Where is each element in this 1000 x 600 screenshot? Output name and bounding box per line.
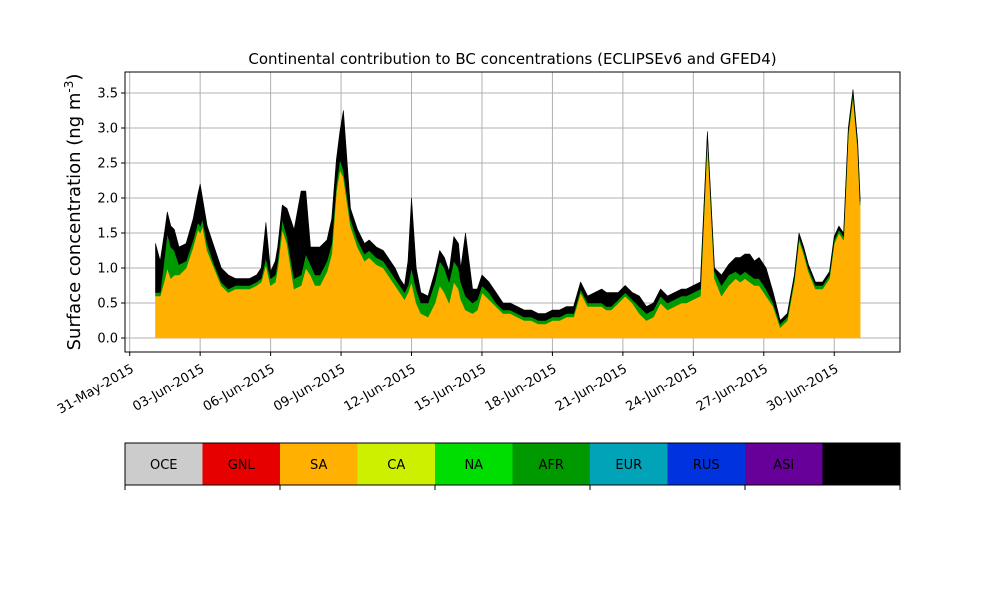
- legend-label: CA: [387, 458, 405, 473]
- legend-swatch-aus: [822, 443, 901, 485]
- y-tick-label: 0.5: [97, 297, 118, 312]
- legend-swatch-eur: [590, 443, 668, 485]
- legend-label: NA: [464, 458, 483, 473]
- y-axis-label: Surface concentration (ng m-3): [62, 74, 85, 351]
- chart-title: Continental contribution to BC concentra…: [248, 50, 776, 68]
- legend-label: GNL: [228, 458, 256, 473]
- legend-swatch-rus: [667, 443, 746, 485]
- legend-label: AFR: [539, 458, 564, 473]
- y-tick-label: 1.0: [97, 262, 118, 277]
- y-axis-label-main: Surface concentration (ng m: [64, 93, 85, 351]
- legend-label: ASI: [773, 458, 794, 473]
- plot-frame: [124, 71, 901, 353]
- legend-label: AUS: [848, 458, 875, 473]
- area-aus: [155, 89, 861, 325]
- area-series: [155, 89, 861, 339]
- y-tick-label: 2.0: [97, 192, 118, 207]
- colorbar-legend: OCE GNL SA CA NA AFR EUR RUS ASI AUS: [124, 442, 901, 490]
- legend-swatch-ca: [357, 443, 436, 485]
- y-axis: 0.0 0.5 1.0 1.5 2.0 2.5 3.0 3.5: [97, 87, 125, 347]
- y-tick-label: 3.0: [97, 122, 118, 137]
- legend-swatch-na: [435, 443, 513, 485]
- legend-swatch-asi: [745, 443, 823, 485]
- y-axis-label-superscript: -3: [62, 81, 76, 93]
- y-tick-label: 1.5: [97, 227, 118, 242]
- legend-swatch-oce: [125, 443, 203, 485]
- legend-swatch-afr: [512, 443, 591, 485]
- legend-swatch-gnl: [202, 443, 281, 485]
- y-tick-label: 2.5: [97, 157, 118, 172]
- legend-swatch-sa: [280, 443, 358, 485]
- legend-label: EUR: [615, 458, 642, 473]
- y-tick-label: 0.0: [97, 332, 118, 347]
- y-axis-label-close: ): [64, 74, 85, 81]
- y-tick-label: 3.5: [97, 87, 118, 102]
- legend-label: SA: [310, 458, 327, 473]
- legend-frame: [124, 442, 901, 486]
- legend-label: OCE: [150, 458, 178, 473]
- legend-label: RUS: [693, 458, 720, 473]
